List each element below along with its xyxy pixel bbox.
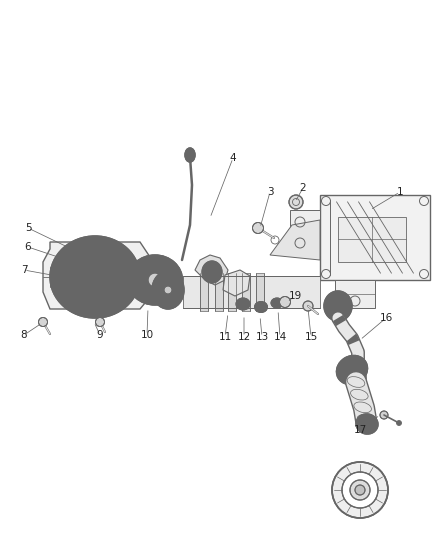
Polygon shape <box>320 195 430 280</box>
Text: 2: 2 <box>300 183 306 193</box>
Polygon shape <box>130 258 135 302</box>
Polygon shape <box>200 273 208 311</box>
Polygon shape <box>335 280 375 308</box>
Polygon shape <box>338 217 406 262</box>
Circle shape <box>252 222 264 233</box>
Text: 6: 6 <box>25 242 31 252</box>
Polygon shape <box>290 210 320 255</box>
Ellipse shape <box>336 356 367 384</box>
Ellipse shape <box>141 267 169 293</box>
Circle shape <box>380 411 388 419</box>
Text: 3: 3 <box>267 187 273 197</box>
Ellipse shape <box>271 298 283 308</box>
Polygon shape <box>256 273 264 311</box>
Text: 4: 4 <box>230 153 237 163</box>
Circle shape <box>279 296 290 308</box>
Ellipse shape <box>254 302 268 312</box>
Circle shape <box>148 273 162 287</box>
Text: 9: 9 <box>97 330 103 340</box>
Ellipse shape <box>65 249 125 304</box>
Ellipse shape <box>324 291 352 321</box>
Text: 7: 7 <box>21 265 27 275</box>
Text: 13: 13 <box>255 332 268 342</box>
Circle shape <box>350 480 370 500</box>
Text: 19: 19 <box>288 291 302 301</box>
Text: 11: 11 <box>219 332 232 342</box>
Polygon shape <box>215 273 223 311</box>
Ellipse shape <box>127 255 183 305</box>
Ellipse shape <box>236 298 250 310</box>
Ellipse shape <box>160 281 176 299</box>
Circle shape <box>303 301 313 311</box>
Polygon shape <box>183 276 320 308</box>
Text: 16: 16 <box>379 313 392 323</box>
Ellipse shape <box>185 148 195 162</box>
Circle shape <box>355 485 365 495</box>
Text: 5: 5 <box>25 223 31 233</box>
Polygon shape <box>43 242 150 309</box>
Polygon shape <box>195 255 228 285</box>
Polygon shape <box>75 260 91 272</box>
Ellipse shape <box>79 262 111 292</box>
Circle shape <box>342 472 378 508</box>
Circle shape <box>95 318 105 327</box>
Text: 12: 12 <box>237 332 251 342</box>
Text: 1: 1 <box>397 187 403 197</box>
Ellipse shape <box>202 261 222 283</box>
Text: 8: 8 <box>21 330 27 340</box>
Circle shape <box>164 286 172 294</box>
Ellipse shape <box>152 271 184 309</box>
Polygon shape <box>228 273 236 311</box>
Circle shape <box>332 462 388 518</box>
Ellipse shape <box>356 414 378 434</box>
Text: 15: 15 <box>304 332 318 342</box>
Polygon shape <box>270 220 320 260</box>
Polygon shape <box>242 273 250 311</box>
Text: 14: 14 <box>273 332 286 342</box>
Circle shape <box>39 318 47 327</box>
Ellipse shape <box>50 236 140 318</box>
Ellipse shape <box>88 271 102 284</box>
Polygon shape <box>223 270 250 296</box>
Circle shape <box>396 421 402 425</box>
Circle shape <box>289 195 303 209</box>
Text: 10: 10 <box>141 330 154 340</box>
Text: 17: 17 <box>353 425 367 435</box>
